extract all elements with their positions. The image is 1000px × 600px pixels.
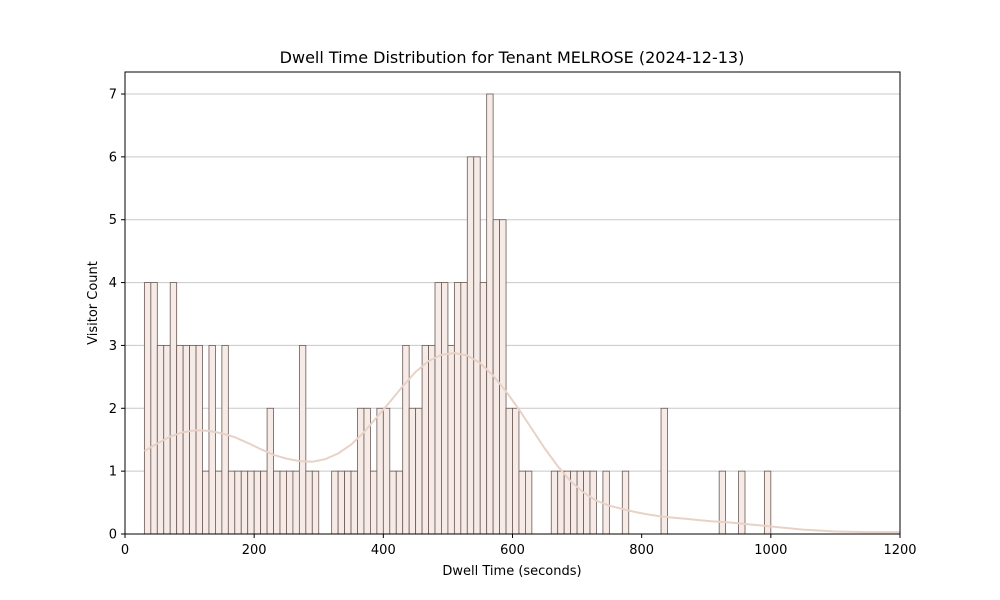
histogram-bar (512, 407, 520, 535)
histogram-bar (370, 470, 378, 535)
y-tick-label: 2 (109, 402, 117, 417)
histogram-bar (621, 470, 630, 535)
y-gridlines (125, 93, 900, 472)
histogram-bar (415, 407, 423, 535)
y-tick-label: 0 (109, 528, 117, 543)
x-tick-label: 600 (500, 543, 525, 558)
x-axis-label: Dwell Time (seconds) (442, 564, 581, 579)
histogram-bar (344, 470, 352, 535)
histogram-bar (389, 470, 397, 535)
x-tick-label: 1000 (754, 543, 787, 558)
histogram-bar (395, 470, 404, 535)
x-tick-label: 1200 (883, 543, 916, 558)
y-axis-ticks: 0 1 2 3 4 5 6 7 (109, 88, 125, 543)
histogram-bar (557, 470, 565, 535)
histogram-bar (550, 470, 559, 535)
histogram-bar (460, 282, 468, 535)
histogram-bar (583, 470, 591, 535)
histogram-bar (350, 470, 358, 535)
histogram-bar (221, 345, 229, 535)
histogram-bar (331, 470, 339, 535)
x-tick-label: 200 (242, 543, 267, 558)
histogram-bar (305, 470, 313, 535)
histogram-bar (589, 470, 597, 535)
histogram-bar (376, 407, 384, 535)
y-tick-label: 5 (109, 213, 117, 228)
histogram-bar (505, 407, 513, 535)
histogram-bar (176, 345, 184, 535)
histogram-bar (382, 407, 391, 535)
histogram-bar (479, 282, 488, 535)
y-tick-label: 6 (109, 150, 117, 165)
histogram-bar (570, 470, 578, 535)
histogram-bar (150, 282, 158, 535)
histogram-bar (234, 470, 242, 535)
histogram-bar (266, 407, 274, 535)
x-axis-ticks: 0 200 400 600 800 1000 1200 (121, 534, 917, 558)
histogram-bar (453, 282, 462, 535)
histogram-bar (357, 407, 365, 535)
histogram-bar (189, 345, 197, 535)
histogram-bar (286, 470, 294, 535)
histogram-bar (195, 345, 203, 535)
histogram-bar (441, 282, 449, 535)
histogram-bar (298, 345, 307, 535)
histogram-bar (421, 345, 429, 535)
histogram-bar (466, 156, 475, 535)
histogram-bar (273, 470, 281, 535)
histogram-bars (143, 93, 772, 535)
x-tick-label: 400 (371, 543, 396, 558)
histogram-bar (576, 470, 584, 535)
y-tick-label: 3 (109, 339, 117, 354)
y-axis-label: Visitor Count (86, 261, 101, 345)
kde-curve (143, 351, 900, 534)
histogram-bar (402, 345, 410, 535)
histogram-bar (143, 282, 152, 535)
histogram-bar (473, 156, 481, 535)
histogram-bar (253, 470, 262, 535)
histogram-bar (486, 93, 494, 535)
histogram-bar (518, 470, 526, 535)
histogram-bar (763, 470, 772, 535)
histogram-bar (208, 345, 216, 535)
histogram-bar (408, 407, 417, 535)
y-tick-label: 4 (109, 276, 117, 291)
histogram-bar (240, 470, 249, 535)
histogram-bar (525, 470, 533, 535)
histogram-bar (447, 345, 455, 535)
histogram-bar (311, 470, 320, 535)
histogram-bar (292, 470, 300, 535)
chart-title: Dwell Time Distribution for Tenant MELRO… (280, 48, 745, 67)
y-tick-label: 7 (109, 88, 117, 103)
histogram-bar (182, 345, 190, 535)
histogram-bar (718, 470, 727, 535)
histogram-bar (337, 470, 345, 535)
histogram-bar (434, 282, 442, 535)
x-tick-label: 800 (629, 543, 654, 558)
histogram-bar (499, 219, 507, 535)
histogram-bar (428, 345, 436, 535)
histogram-bar (169, 282, 178, 535)
y-tick-label: 1 (109, 465, 117, 480)
histogram-bar (215, 470, 223, 535)
histogram-bar (279, 470, 287, 535)
histogram-bar (660, 407, 668, 535)
histogram-bar (260, 470, 268, 535)
histogram-bar (247, 470, 255, 535)
x-tick-label: 0 (121, 543, 129, 558)
histogram-bar (227, 470, 236, 535)
histogram-bar (202, 470, 210, 535)
